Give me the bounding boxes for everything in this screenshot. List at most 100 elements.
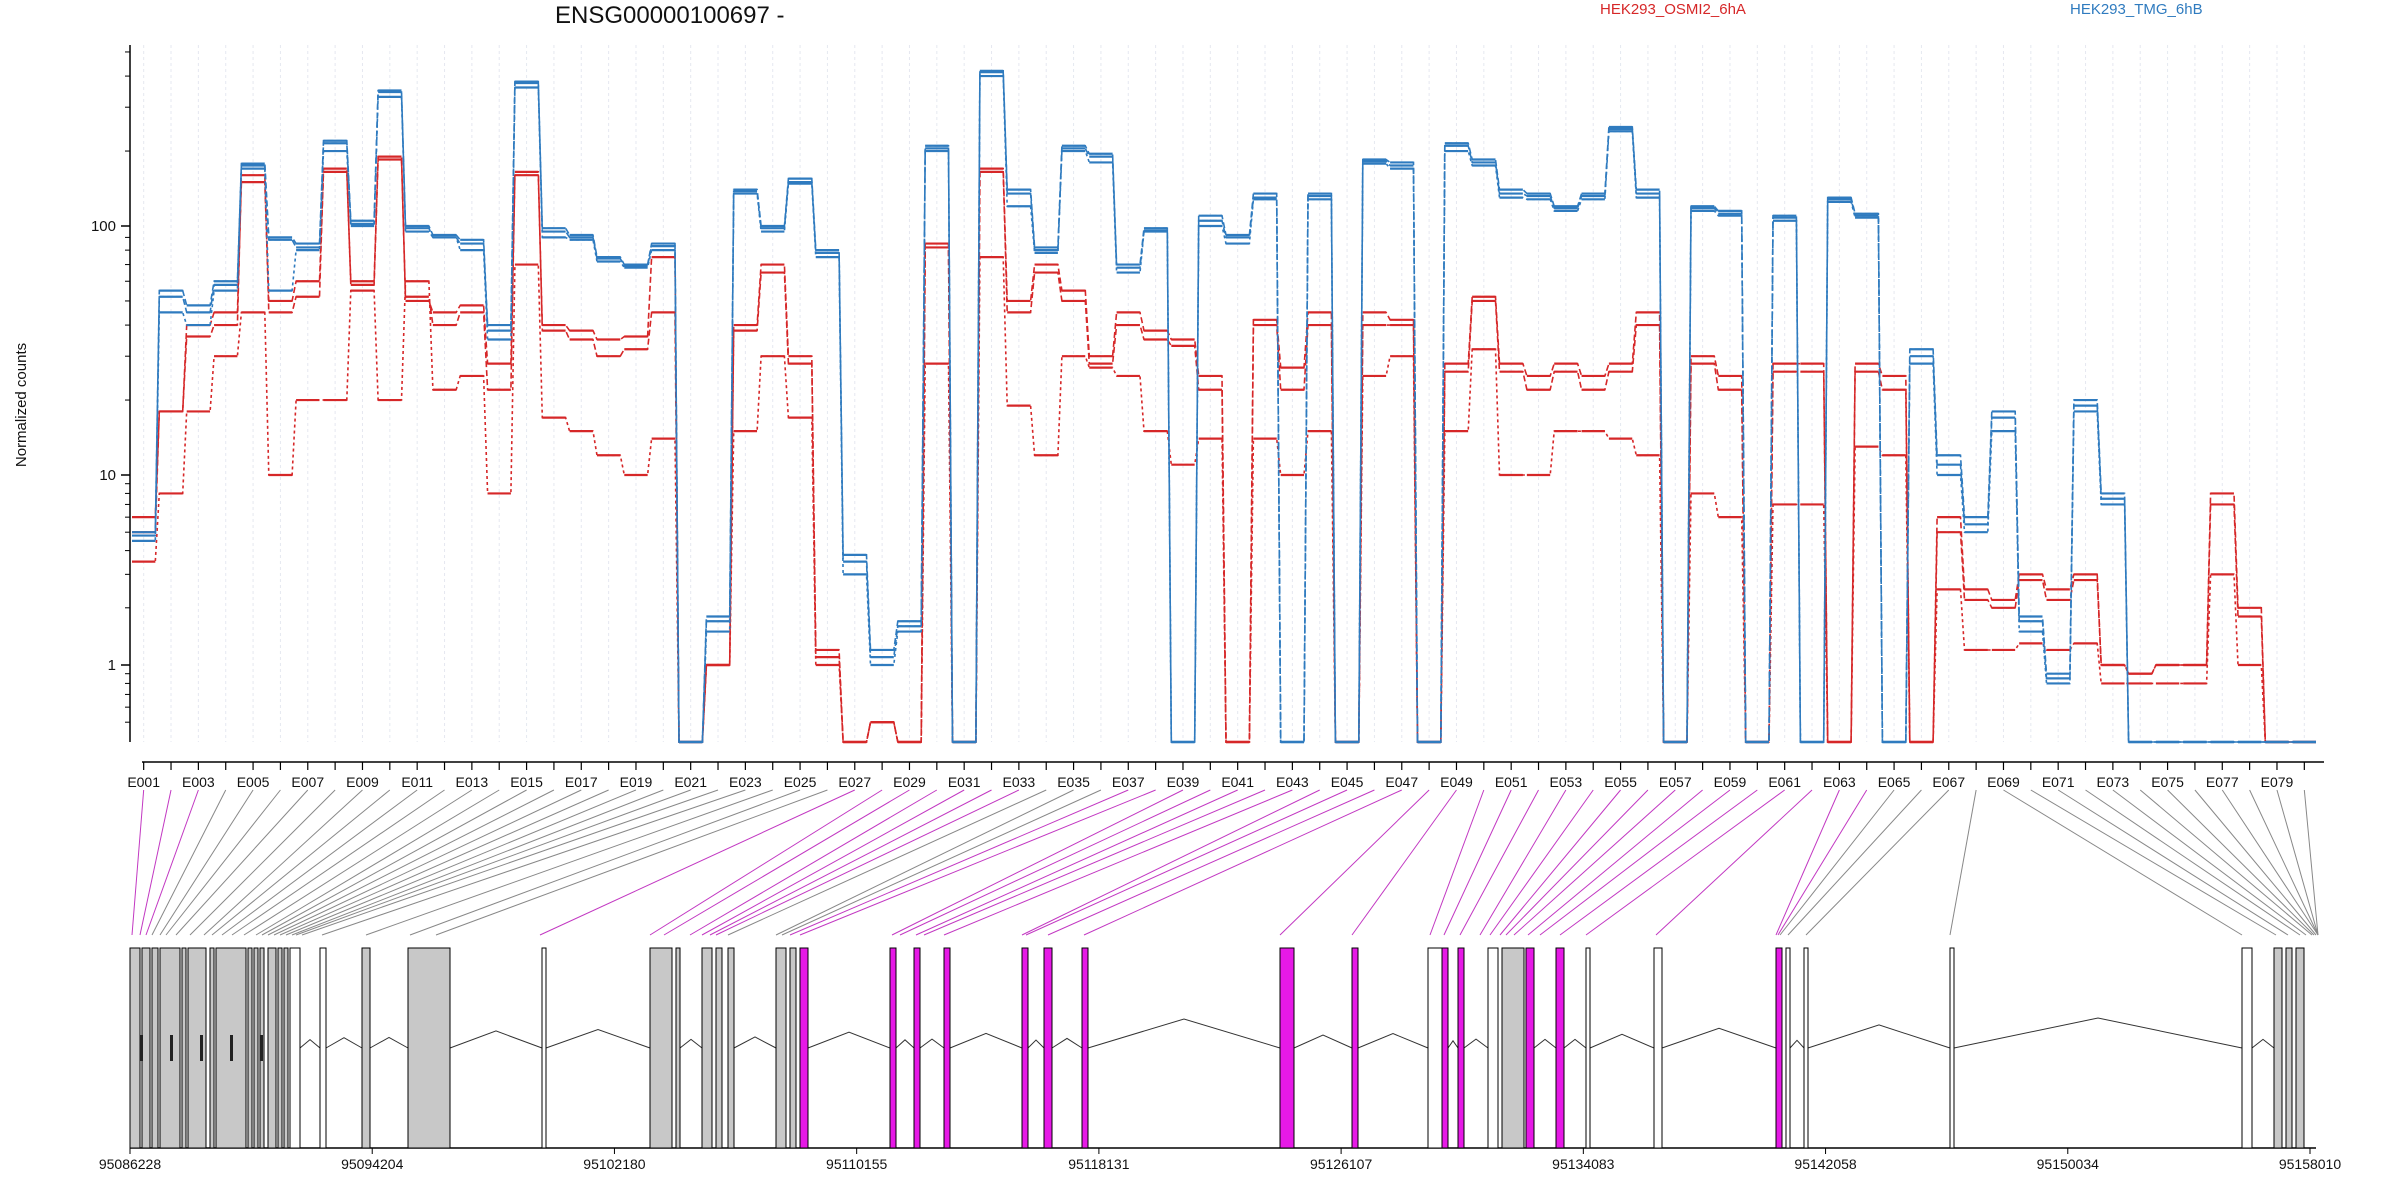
coord-label: 95158010 [2279,1156,2342,1172]
series-line [132,71,2316,743]
exon-connector [295,789,691,936]
exon-tick-label: E005 [237,774,270,790]
exon-box [1081,947,1089,1149]
exon-box [715,947,723,1149]
intron-line [299,1038,321,1049]
exon-tick-label: E071 [2042,774,2075,790]
exon-tick-label: E007 [291,774,324,790]
exon-box [649,947,673,1149]
exon-connector [1585,789,1785,936]
exon-connector [145,789,199,936]
exon-box [141,947,151,1149]
exon-connector [1655,789,1813,936]
exon-box [701,947,713,1149]
exon-box [799,947,809,1149]
exon-box [1279,947,1295,1149]
exon-connector [2112,789,2307,936]
exon-connector [1775,789,1840,936]
exon-box [267,947,277,1149]
exon-gridlines [143,45,2305,742]
exon-box [129,947,141,1149]
exon-connector [689,789,938,936]
intron-line [1027,1039,1045,1049]
intron-line [545,1028,651,1049]
exon-connector [1527,789,1703,936]
exon-box [289,947,301,1149]
series-line [132,70,2316,743]
exon-connector [789,789,1129,936]
exon-connector [1499,789,1621,936]
exon-connector [899,789,1211,936]
exon-tick-label: E025 [784,774,817,790]
exon-tick-label: E051 [1495,774,1528,790]
exon-box [675,947,681,1149]
exon-tick-label: E059 [1714,774,1747,790]
exon-box [209,947,215,1149]
exon-connector [1949,789,1977,936]
exon-connector [1559,789,1758,936]
exon-connector [2221,789,2319,936]
exon-tick-label: E069 [1987,774,2020,790]
intron-line [1293,1034,1353,1049]
exon-box [789,947,797,1149]
exon-tick-label: E009 [346,774,379,790]
exon-tick-label: E079 [2261,774,2294,790]
exon-tick-label: E003 [182,774,215,790]
exon-connector [1025,789,1348,936]
intron-line [369,1036,409,1049]
exon-box [1555,947,1565,1149]
exon-connector [891,789,1184,936]
exon-tick-label: E011 [401,774,433,790]
exon-connector [291,789,664,936]
exon-connector [203,789,363,936]
y-axis-label: Normalized counts [13,343,30,467]
exon-box [1803,947,1809,1149]
exon-tick-label: E043 [1276,774,1309,790]
exon-tick-label: E013 [456,774,489,790]
coord-label: 95102180 [583,1156,646,1172]
exon-box [1949,947,1955,1149]
y-tick-label: 1 [108,657,116,674]
intron-line [1789,1039,1805,1049]
exon-box [1427,947,1443,1149]
exon-box [253,947,259,1149]
exon-box [181,947,187,1149]
exon-tick-label: E073 [2097,774,2130,790]
exon-box [1457,947,1465,1149]
exon-connector [923,789,1266,936]
intron-line [2251,1038,2275,1049]
exon-box [1021,947,1029,1149]
exon-connector [943,789,1293,936]
exon-tick-label: E027 [838,774,871,790]
exon-tick-label: E029 [893,774,926,790]
exon-connector [727,789,1047,936]
exon-box [277,947,283,1149]
y-axis: 1 10 100 [91,45,131,742]
exon-box [541,947,547,1149]
legend-entry-osmi2: HEK293_OSMI2_6hA [1600,1,1746,18]
intron-line [1463,1038,1489,1049]
exon-connector [409,789,801,936]
intron-line [895,1039,915,1049]
exon-connector [189,789,336,936]
exon-tick-label: E031 [948,774,981,790]
exon-connector [915,789,1238,936]
intron-line [733,1036,777,1049]
exon-tick-label: E001 [127,774,160,790]
intron-line [325,1037,363,1049]
exon-connector [1459,789,1539,936]
exon-tick-label: E067 [1932,774,1965,790]
exon-connector [365,789,773,936]
exon-mark [170,1035,173,1061]
exon-connector [301,789,719,936]
y-tick-label: 10 [99,467,116,484]
exon-connector [701,789,965,936]
series-lines [132,69,2316,744]
exon-connector [1021,789,1320,936]
coord-label: 95110155 [826,1156,887,1172]
exon-box [319,947,327,1149]
exon-connector [151,789,227,936]
exon-connector [649,789,883,936]
legend-entry-tmg: HEK293_TMG_6hB [2070,1,2203,18]
exon-box [1351,947,1359,1149]
